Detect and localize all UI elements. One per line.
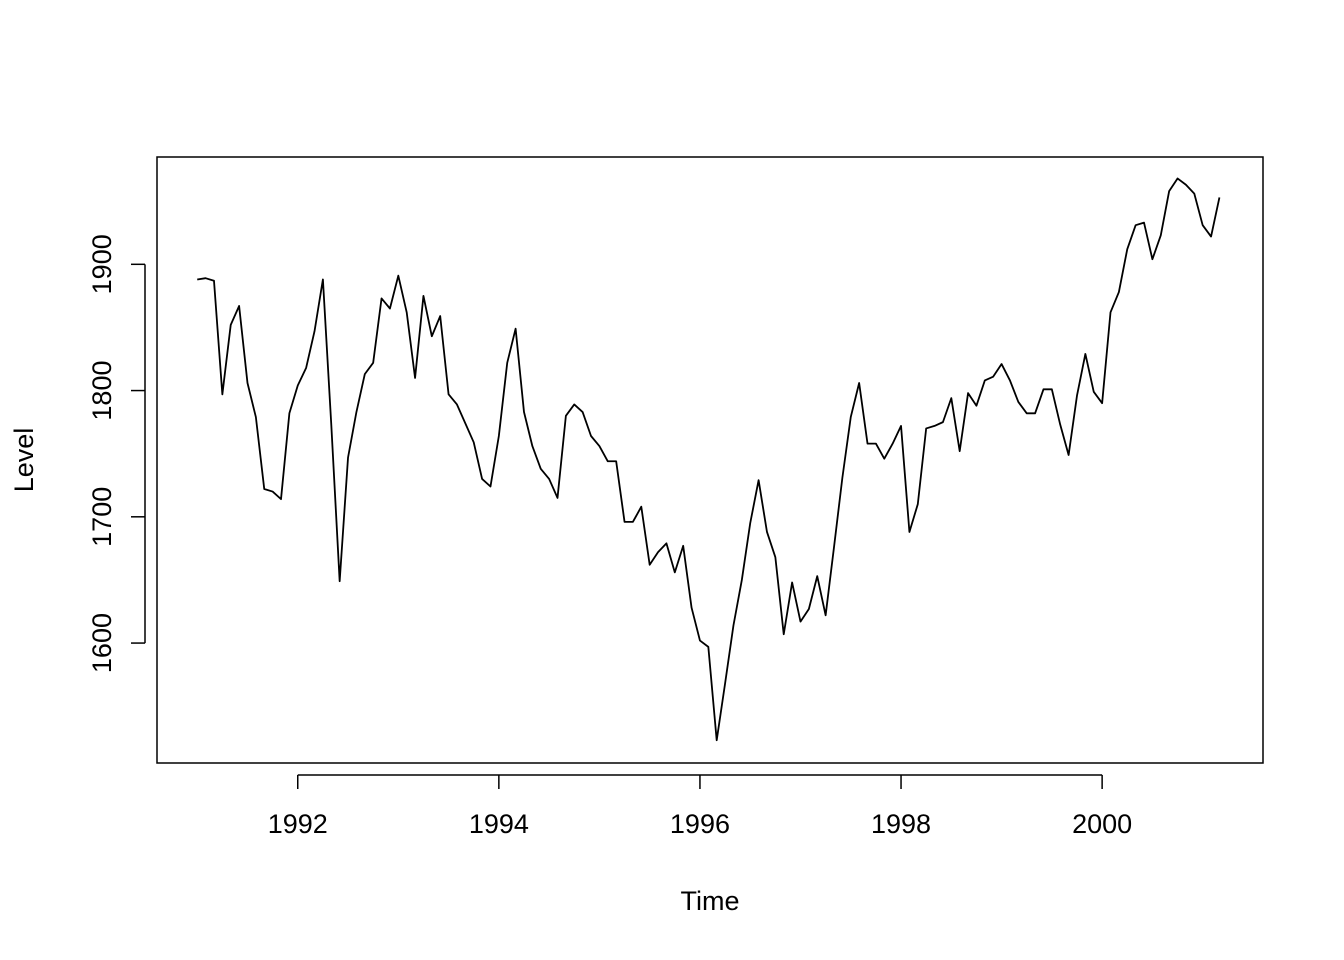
y-tick-label: 1600	[87, 613, 117, 673]
x-tick-label: 2000	[1072, 809, 1132, 839]
x-tick-label: 1998	[871, 809, 931, 839]
y-tick-label: 1800	[87, 361, 117, 421]
y-axis: 1600 1700 1800 1900	[87, 234, 146, 673]
x-axis: 1992 1994 1996 1998 2000	[268, 774, 1132, 839]
x-tick-label: 1996	[670, 809, 730, 839]
y-axis-label: Level	[9, 428, 39, 493]
y-tick-label: 1900	[87, 234, 117, 294]
plot-area	[197, 177, 1221, 742]
x-tick-label: 1994	[469, 809, 529, 839]
plot-frame	[156, 156, 1264, 764]
series-line	[197, 177, 1221, 742]
y-tick-label: 1700	[87, 487, 117, 547]
x-tick-label: 1992	[268, 809, 328, 839]
x-axis-label: Time	[681, 886, 740, 916]
